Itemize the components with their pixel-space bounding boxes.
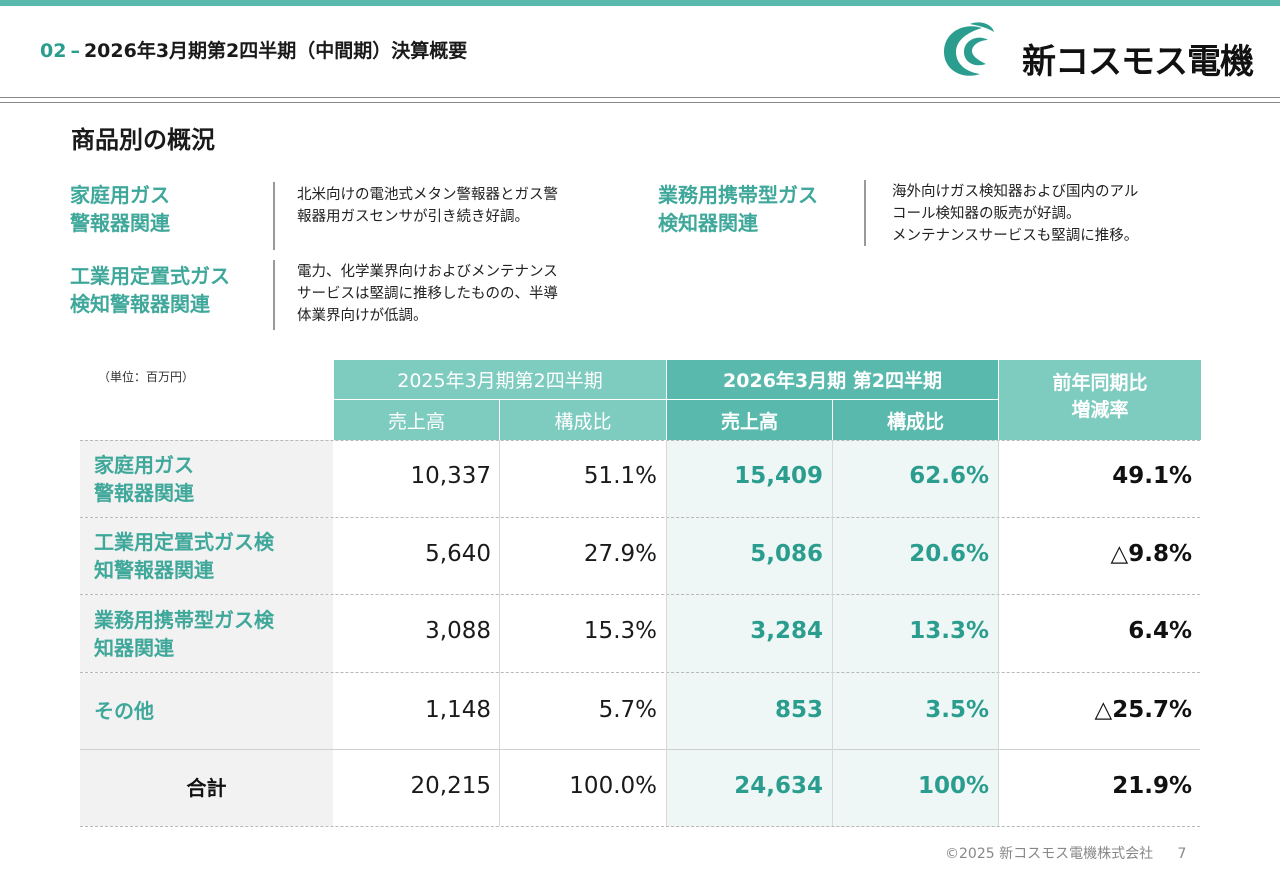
ratio-2025-cell: 5.7% [598,697,657,723]
ratio-2025-cell: 100.0% [569,773,657,799]
ratio-2026-cell: 62.6% [909,463,989,489]
ratio-2026-cell: 100% [917,773,989,799]
column-divider [998,440,999,826]
ratio-2025-cell: 51.1% [583,463,657,489]
category-divider [273,260,275,330]
sales-2025-cell: 5,640 [425,541,491,567]
header-divider [0,97,1280,103]
column-divider [832,440,833,826]
category-label-line: 家庭用ガス [70,183,170,207]
row-divider [80,826,1200,827]
header-ratio-2026: 構成比 [833,400,998,440]
table-row-label: その他 [80,673,333,749]
copyright: ©2025 新コスモス電機株式会社 [945,846,1154,862]
category-label-line: 警報器関連 [70,211,170,235]
description-line: 北米向けの電池式メタン警報器とガス警 [297,187,558,203]
page-number: 7 [1177,846,1187,862]
table-row-label: 工業用定置式ガス検 知警報器関連 [80,518,333,594]
row-label-line: 知器関連 [94,635,174,660]
ratio-2026-cell: 13.3% [909,618,989,644]
row-label-line: 警報器関連 [94,480,194,505]
cosmos-logo-icon [944,22,994,76]
yoy-cell: 6.4% [1128,618,1192,644]
category-label: 工業用定置式ガス 検知警報器関連 [70,262,230,318]
unit-label: （単位：百万円） [98,370,195,384]
header-yoy: 前年同期比 増減率 [999,360,1201,440]
row-divider [80,594,1200,595]
category-divider [273,182,275,250]
top-accent-bar [0,0,1280,6]
description-line: コール検知器の販売が好調。 [892,206,1081,222]
ratio-2025-cell: 27.9% [583,541,657,567]
table-row-label: 業務用携帯型ガス検 知器関連 [80,595,333,672]
section-number: 02 [40,40,67,62]
table-total-label: 合計 [80,750,333,826]
description-line: 電力、化学業界向けおよびメンテナンス [297,264,558,280]
page-title: 2026年3月期第2四半期（中間期）決算概要 [83,40,468,62]
description-line: サービスは堅調に推移したものの、半導 [297,286,558,302]
row-divider [80,440,1200,441]
column-divider [499,440,500,826]
header-yoy-line: 前年同期比 [1052,372,1148,394]
column-divider [666,440,667,826]
header-period-2025: 2025年3月期第2四半期 [334,360,666,399]
category-label-line: 検知器関連 [658,211,758,235]
description-line: 報器用ガスセンサが引き続き好調。 [297,209,529,225]
header-ratio-2025: 構成比 [500,400,666,440]
category-label-line: 工業用定置式ガス [70,264,230,288]
footer: ©2025 新コスモス電機株式会社 7 [945,843,1186,863]
table-row-label: 家庭用ガス 警報器関連 [80,440,333,517]
sales-2025-cell: 20,215 [410,773,491,799]
sales-2026-cell: 15,409 [734,463,823,489]
category-label-line: 検知警報器関連 [70,292,210,316]
header-period-2026: 2026年3月期 第2四半期 [667,360,998,399]
ratio-2026-cell: 3.5% [925,697,989,723]
row-label-line: 業務用携帯型ガス検 [94,607,274,632]
category-description: 北米向けの電池式メタン警報器とガス警 報器用ガスセンサが引き続き好調。 [297,184,558,228]
row-divider [80,517,1200,518]
sales-2025-cell: 10,337 [410,463,491,489]
row-label-line: 合計 [186,776,227,800]
category-label: 家庭用ガス 警報器関連 [70,181,170,237]
yoy-cell: △9.8% [1110,541,1192,567]
company-logo: 新コスモス電機 [940,20,1254,82]
brand-name: 新コスモス電機 [1022,42,1254,82]
sales-2026-cell: 853 [774,697,823,723]
row-divider [80,749,1200,750]
category-label-line: 業務用携帯型ガス [658,183,818,207]
row-label-line: 家庭用ガス [94,452,194,477]
header-yoy-line: 増減率 [1071,399,1129,421]
category-description: 電力、化学業界向けおよびメンテナンス サービスは堅調に推移したものの、半導 体業… [297,261,558,327]
sales-2026-cell: 5,086 [750,541,823,567]
description-line: 体業界向けが低調。 [297,308,428,324]
page-header: 02–2026年3月期第2四半期（中間期）決算概要 [40,36,467,63]
sales-2026-cell: 24,634 [734,773,823,799]
header-sales-2025: 売上高 [334,400,499,440]
yoy-cell: 21.9% [1112,773,1192,799]
section-title: 商品別の概況 [71,126,215,154]
ratio-2025-cell: 15.3% [583,618,657,644]
sales-2026-cell: 3,284 [750,618,823,644]
category-description: 海外向けガス検知器および国内のアル コール検知器の販売が好調。 メンテナンスサー… [892,181,1138,247]
row-label-line: 知警報器関連 [94,558,214,582]
yoy-cell: 49.1% [1112,463,1192,489]
description-line: メンテナンスサービスも堅調に推移。 [892,228,1139,244]
row-label-line: 工業用定置式ガス検 [94,530,274,554]
header-sales-2026: 売上高 [667,400,832,440]
yoy-cell: △25.7% [1094,697,1192,723]
row-divider [80,672,1200,673]
row-label-line: その他 [94,699,154,723]
ratio-2026-cell: 20.6% [909,541,989,567]
sales-2025-cell: 1,148 [425,697,491,723]
header-dash: – [70,40,80,62]
description-line: 海外向けガス検知器および国内のアル [892,184,1139,200]
category-label: 業務用携帯型ガス 検知器関連 [658,181,818,237]
category-divider [864,180,866,246]
sales-2025-cell: 3,088 [425,618,491,644]
